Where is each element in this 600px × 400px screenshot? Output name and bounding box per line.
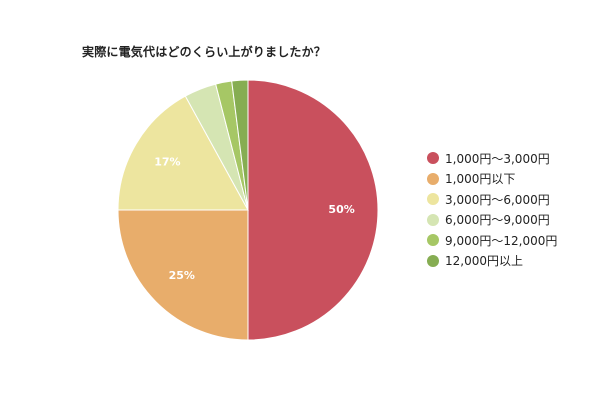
- legend-swatch-icon: [427, 254, 439, 267]
- legend-label: 1,000円以下: [445, 172, 516, 187]
- legend-item[interactable]: 1,000円以下: [427, 169, 557, 190]
- legend-label: 9,000円〜12,000円: [445, 233, 558, 248]
- legend-item[interactable]: 12,000円以上: [427, 251, 557, 272]
- legend-swatch-icon: [427, 213, 439, 226]
- legend-swatch-icon: [427, 172, 439, 185]
- legend-swatch-icon: [427, 152, 439, 165]
- pie-data-label: 25%: [169, 269, 195, 282]
- chart-title: 実際に電気代はどのくらい上がりましたか？: [82, 45, 327, 59]
- pie-slice: [117, 95, 249, 211]
- legend-item[interactable]: 1,000円〜3,000円: [427, 148, 557, 169]
- legend-item[interactable]: 6,000円〜9,000円: [427, 210, 557, 231]
- pie-data-label: 17%: [154, 155, 180, 168]
- legend-swatch-icon: [427, 234, 439, 247]
- legend-label: 1,000円〜3,000円: [445, 151, 550, 166]
- legend-swatch-icon: [427, 193, 439, 206]
- pie-slice: [247, 79, 379, 341]
- pie-slice: [117, 209, 249, 341]
- legend-label: 12,000円以上: [445, 254, 523, 269]
- legend: 1,000円〜3,000円 1,000円以下 3,000円〜6,000円 6,000円…: [427, 148, 557, 271]
- pie-data-label: 50%: [328, 203, 354, 216]
- legend-item[interactable]: 3,000円〜6,000円: [427, 189, 557, 210]
- pie-slices: [117, 79, 379, 341]
- pie-data-labels: 50% 25% 17%: [154, 155, 355, 282]
- legend-label: 6,000円〜9,000円: [445, 213, 550, 228]
- legend-label: 3,000円〜6,000円: [445, 192, 550, 207]
- pie-slice: [231, 79, 249, 211]
- legend-item[interactable]: 9,000円〜12,000円: [427, 230, 557, 251]
